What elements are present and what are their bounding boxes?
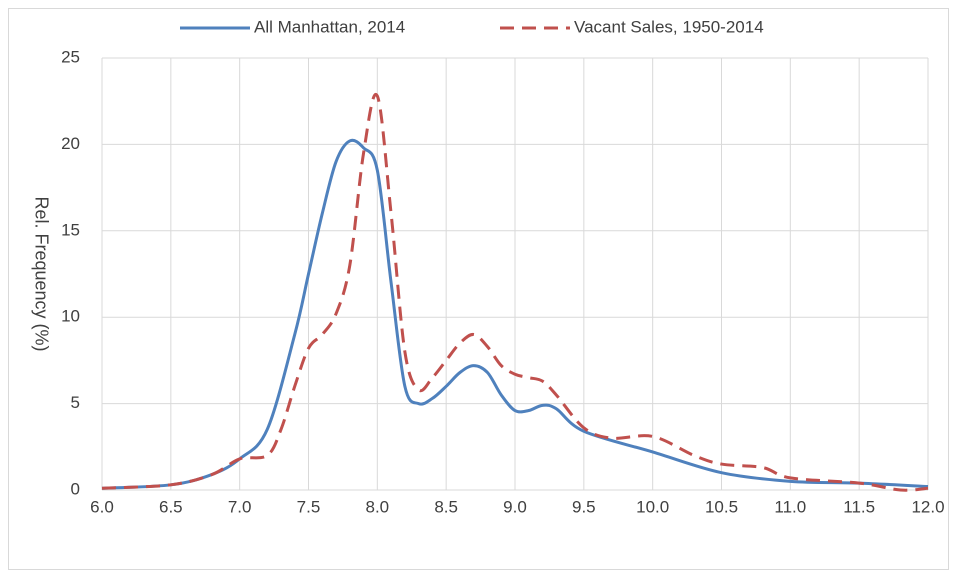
y-axis-label: Rel. Frequency (%) [31, 196, 51, 351]
x-tick-label: 6.0 [90, 497, 114, 516]
y-tick-label: 25 [61, 47, 80, 66]
y-tick-label: 20 [61, 134, 80, 153]
x-tick-label: 7.5 [297, 497, 321, 516]
data-line [101, 92, 929, 492]
y-tick-label: 15 [61, 220, 80, 239]
x-tick-label: 8.5 [434, 497, 458, 516]
data-line [101, 138, 929, 490]
x-tick-label: 6.5 [159, 497, 183, 516]
x-tick-label: 11.0 [774, 497, 806, 516]
legend-label: All Manhattan, 2014 [254, 17, 405, 36]
legend-label: Vacant Sales, 1950-2014 [574, 17, 764, 36]
x-tick-label: 12.0 [911, 497, 944, 516]
x-tick-label: 8.0 [366, 497, 390, 516]
x-tick-label: 10.0 [636, 497, 669, 516]
y-tick-label: 10 [61, 307, 80, 326]
x-tick-label: 9.0 [503, 497, 527, 516]
x-tick-label: 9.5 [572, 497, 596, 516]
y-tick-label: 0 [71, 479, 80, 498]
y-tick-label: 5 [71, 393, 80, 412]
x-tick-label: 7.0 [228, 497, 252, 516]
x-tick-label: 11.5 [843, 497, 875, 516]
x-tick-label: 10.5 [705, 497, 738, 516]
chart-frame [8, 8, 949, 570]
